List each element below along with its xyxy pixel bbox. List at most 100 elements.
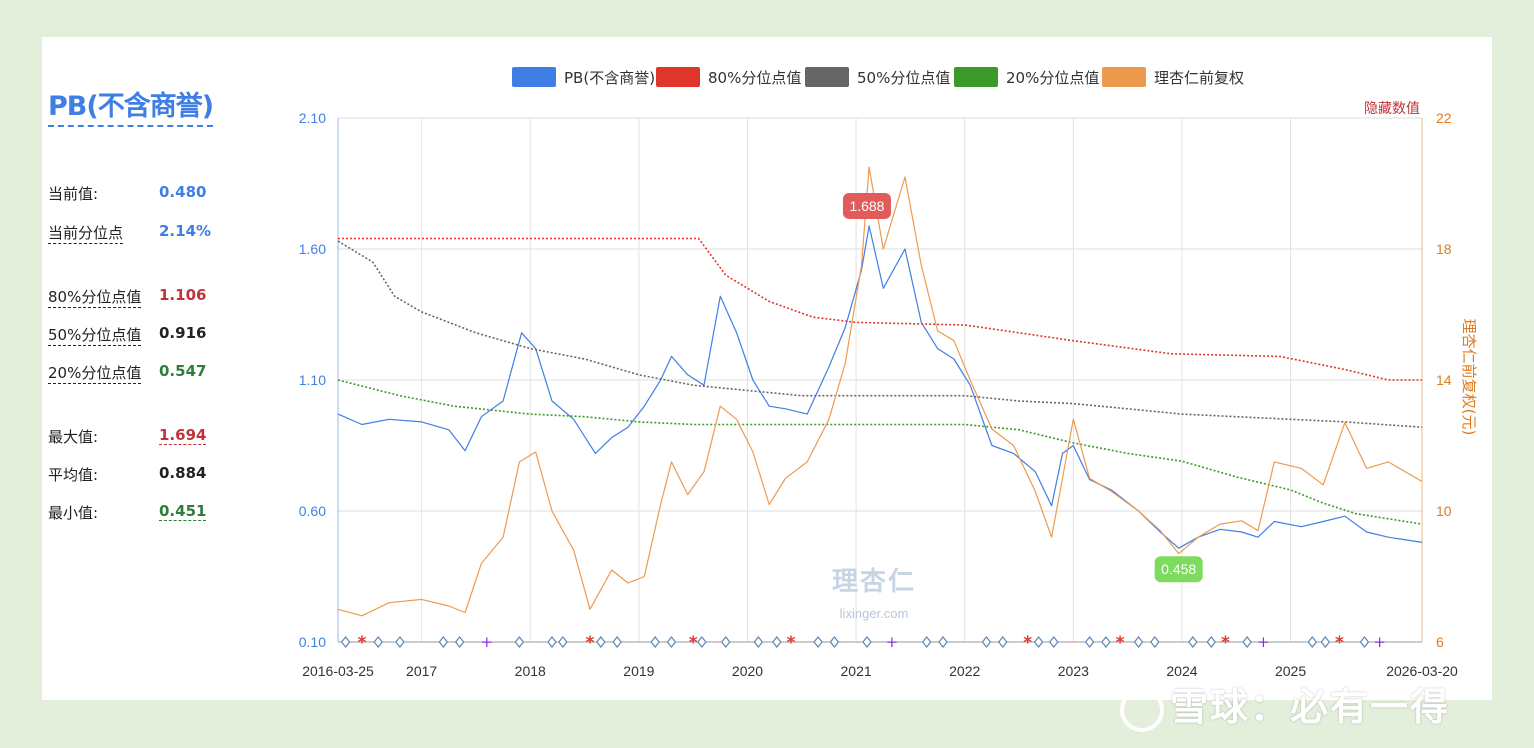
p20-value: 0.547 xyxy=(159,362,207,380)
y-right-tick-label: 14 xyxy=(1436,372,1452,388)
y-left-tick-label: 0.10 xyxy=(299,634,326,650)
x-tick-label: 2019 xyxy=(623,663,654,679)
event-marker-diamond xyxy=(612,636,622,648)
max-value[interactable]: 1.694 xyxy=(159,426,207,445)
x-tick-label: 2020 xyxy=(732,663,763,679)
annotation-max-text: 1.688 xyxy=(849,198,884,214)
event-marker-diamond xyxy=(596,636,606,648)
event-marker-diamond xyxy=(862,636,872,648)
lixinger-logo-text: 理杏仁 xyxy=(832,567,916,597)
x-tick-label: 2023 xyxy=(1058,663,1089,679)
avg-row: 平均值: 0.884 xyxy=(48,464,208,488)
annotation-min-badge xyxy=(1154,556,1203,583)
event-marker-star: * xyxy=(357,633,366,653)
event-marker-diamond xyxy=(373,636,383,648)
y-right-tick-label: 10 xyxy=(1436,503,1452,519)
event-marker-diamond xyxy=(454,636,465,648)
pb-chart[interactable]: 0.10 6 0.60 10 1.10 14 1.60 18 2.10 22 2016-03-25 2… xyxy=(42,37,1492,700)
hide-values-link[interactable]: 隐藏数值 xyxy=(1364,101,1420,117)
event-marker-diamond xyxy=(547,636,557,648)
event-marker-diamond xyxy=(772,636,782,648)
event-marker-plus: + xyxy=(481,633,494,651)
p80-row: 80%分位点值 1.106 xyxy=(48,286,208,310)
watermark-text: 雪球：必有一得 xyxy=(1170,685,1451,729)
current-value-row: 当前值: 0.480 xyxy=(48,183,208,207)
event-marker-plus: + xyxy=(886,633,899,651)
event-marker-diamond xyxy=(438,636,449,648)
event-marker-diamond xyxy=(395,636,405,648)
current-percentile-label[interactable]: 当前分位点 xyxy=(48,224,124,244)
x-tick-label: 2018 xyxy=(515,663,546,679)
event-marker-diamond xyxy=(650,636,660,648)
legend-label: PB(不含商誉) xyxy=(564,69,655,87)
legend-swatch[interactable] xyxy=(805,67,849,87)
max-row: 最大值: 1.694 xyxy=(48,426,208,450)
event-marker-diamond xyxy=(1188,636,1198,648)
event-marker-diamond xyxy=(1084,636,1095,648)
event-marker-plus: + xyxy=(1257,633,1270,651)
event-marker-diamond xyxy=(666,636,677,648)
event-marker-star: * xyxy=(586,633,595,653)
y-left-tick-label: 1.60 xyxy=(299,241,326,257)
event-marker-diamond xyxy=(981,636,992,648)
event-marker-diamond xyxy=(340,636,351,648)
chart-card: PB(不含商誉) 当前值: 0.480 当前分位点 2.14% 80%分位点值 … xyxy=(42,37,1492,700)
avg-label: 平均值: xyxy=(48,466,99,484)
event-marker-diamond xyxy=(997,636,1008,648)
y-left-tick-label: 2.10 xyxy=(299,110,326,126)
y-right-tick-label: 22 xyxy=(1436,110,1452,126)
event-marker-diamond xyxy=(1320,636,1331,648)
lixinger-logo-url: lixinger.com xyxy=(840,606,909,621)
series-line-1 xyxy=(338,237,1422,381)
event-marker-diamond xyxy=(1049,636,1059,648)
event-marker-diamond xyxy=(1150,636,1160,648)
event-marker-diamond xyxy=(921,636,932,648)
x-tick-label: 2024 xyxy=(1166,663,1197,679)
event-marker-diamond xyxy=(829,636,840,648)
current-value: 0.480 xyxy=(159,183,207,201)
xueqiu-logo-icon xyxy=(1120,687,1164,732)
min-value[interactable]: 0.451 xyxy=(159,502,207,521)
min-label: 最小值: xyxy=(48,504,99,522)
legend-label: 理杏仁前复权 xyxy=(1154,69,1244,87)
p80-label[interactable]: 80%分位点值 xyxy=(48,288,142,308)
stats-panel: PB(不含商誉) 当前值: 0.480 当前分位点 2.14% 80%分位点值 … xyxy=(42,37,292,700)
event-marker-star: * xyxy=(1023,633,1032,653)
current-value-label: 当前值: xyxy=(48,185,99,203)
series-line-4 xyxy=(337,166,1423,617)
max-label: 最大值: xyxy=(48,428,99,446)
annotation-max-badge xyxy=(842,192,891,219)
metric-title[interactable]: PB(不含商誉) xyxy=(48,89,214,127)
p50-label[interactable]: 50%分位点值 xyxy=(48,326,142,346)
current-percentile-row: 当前分位点 2.14% xyxy=(48,222,211,246)
event-marker-diamond xyxy=(1307,636,1318,648)
y-left-tick-label: 0.60 xyxy=(299,503,326,519)
x-tick-label: 2017 xyxy=(406,663,437,679)
annotation-min-text: 0.458 xyxy=(1161,561,1196,577)
p20-label[interactable]: 20%分位点值 xyxy=(48,364,142,384)
event-marker-diamond xyxy=(1206,636,1217,648)
x-tick-label: 2021 xyxy=(841,663,872,679)
p20-row: 20%分位点值 0.547 xyxy=(48,362,208,386)
event-marker-star: * xyxy=(1116,633,1125,653)
legend-label: 80%分位点值 xyxy=(708,69,801,87)
event-marker-star: * xyxy=(1335,633,1344,653)
event-marker-diamond xyxy=(1033,636,1044,648)
x-tick-label: 2026-03-20 xyxy=(1386,663,1458,679)
event-marker-star: * xyxy=(689,633,698,653)
legend-swatch[interactable] xyxy=(954,67,998,87)
xueqiu-watermark: 雪球：必有一得 xyxy=(1120,676,1450,732)
event-marker-diamond xyxy=(720,636,731,648)
event-marker-diamond xyxy=(753,636,764,648)
p80-value: 1.106 xyxy=(159,286,207,304)
event-marker-plus: + xyxy=(1373,633,1386,651)
legend-swatch[interactable] xyxy=(512,67,556,87)
event-marker-diamond xyxy=(1133,636,1144,648)
event-marker-diamond xyxy=(938,636,948,648)
x-tick-label: 2022 xyxy=(949,663,980,679)
series-line-0 xyxy=(337,225,1423,549)
y-right-tick-label: 18 xyxy=(1436,241,1452,257)
event-marker-diamond xyxy=(558,636,568,648)
legend-swatch[interactable] xyxy=(1102,67,1146,87)
legend-swatch[interactable] xyxy=(656,67,700,87)
